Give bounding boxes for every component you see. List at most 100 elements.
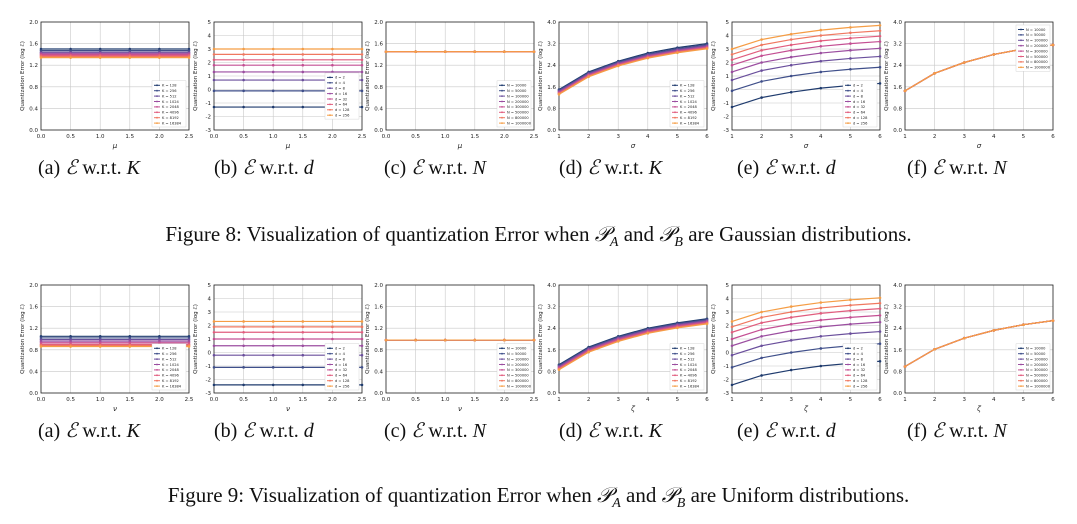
subcaption-variable: N	[993, 420, 1007, 442]
series-line	[731, 24, 881, 50]
y-tick-label: 2.4	[547, 326, 556, 332]
subcaption-variable: d	[825, 157, 836, 179]
data-point	[360, 70, 364, 74]
legend-marker	[1020, 28, 1022, 31]
x-tick-label: 3	[789, 134, 793, 140]
legend-marker	[1020, 50, 1022, 52]
y-tick-label: 0.8	[374, 85, 383, 91]
data-point	[301, 70, 305, 74]
data-point	[878, 29, 882, 33]
data-point	[789, 322, 793, 326]
legend-marker	[329, 98, 331, 100]
y-tick-label: 1	[208, 74, 212, 80]
legend-label: N = 50000	[507, 89, 527, 93]
subcaption-variable: K	[648, 157, 663, 179]
series-line	[731, 321, 881, 347]
legend-label: K = 256	[680, 89, 695, 93]
legend-marker	[1020, 39, 1022, 42]
subcaption-wrt: w.r.t.	[944, 157, 994, 179]
data-point	[760, 335, 763, 338]
data-point	[992, 53, 996, 56]
x-axis-label: μ	[285, 142, 291, 150]
data-point	[212, 89, 216, 93]
data-point	[878, 24, 882, 27]
x-tick-label: 1.5	[125, 397, 134, 403]
legend-marker	[1020, 385, 1022, 387]
data-point	[789, 90, 793, 94]
legend-marker	[329, 114, 331, 117]
legend-label: N = 300000	[1026, 49, 1048, 53]
y-tick-label: 5	[208, 20, 212, 26]
caption-subscript-b: B	[676, 496, 686, 512]
data-point	[271, 320, 275, 323]
x-axis-label: ζ	[803, 405, 809, 413]
y-tick-label: 1	[726, 337, 730, 343]
data-point	[360, 47, 364, 51]
legend-marker	[156, 106, 158, 108]
subcaption-label: (e)	[737, 420, 760, 442]
data-point	[242, 63, 245, 67]
y-tick-label: 3.2	[893, 42, 902, 48]
x-tick-label: 1	[557, 134, 561, 140]
data-point	[384, 338, 388, 342]
data-point	[1022, 323, 1025, 326]
data-point	[819, 86, 823, 90]
y-tick-label: 4	[726, 297, 730, 303]
x-tick-label: 1.5	[298, 397, 307, 403]
legend-marker	[329, 385, 331, 387]
subcaption-symbol: ℰ	[411, 418, 424, 442]
subcaption-variable: K	[126, 157, 140, 179]
y-tick-label: 0.4	[29, 106, 38, 112]
x-tick-label: 0.0	[210, 134, 219, 140]
x-tick-label: 3	[789, 397, 793, 403]
legend-marker	[847, 95, 849, 97]
subcaption-label: (c)	[384, 420, 407, 442]
chart-8d: 0.0 0.8 1.6 2.4 3.2 4.0 1 2 3 4 5 6 σ Quantization Er…	[535, 12, 713, 150]
y-tick-label: 2.0	[29, 20, 38, 26]
legend-marker	[501, 379, 503, 382]
legend-label: d = 2	[335, 347, 345, 351]
data-point	[789, 339, 793, 342]
y-tick-label: 2	[208, 324, 212, 330]
chart-9f-svg: 0.0 0.8 1.6 2.4 3.2 4.0 1 2 3 4 5 6 ζ Quantization Er…	[884, 283, 1055, 413]
legend-box	[324, 343, 360, 391]
x-tick-label: 1.5	[125, 134, 134, 140]
subcaption-9f: (f) ℰ w.r.t. N	[907, 418, 1007, 443]
data-point	[271, 70, 275, 74]
y-tick-label: 1.6	[893, 85, 902, 91]
data-point	[360, 78, 364, 82]
legend-marker	[674, 122, 676, 124]
series-line	[558, 45, 708, 93]
data-point	[301, 337, 305, 341]
legend-label: N = 1000000	[507, 384, 532, 388]
data-point	[903, 365, 907, 368]
y-tick-label: 3	[208, 310, 212, 316]
x-tick-label: 3	[962, 134, 966, 140]
data-point	[242, 53, 245, 56]
y-tick-label: 5	[208, 283, 212, 289]
x-tick-label: 1.5	[298, 134, 307, 140]
caption-subscript-b: B	[674, 235, 683, 251]
data-point	[587, 350, 590, 354]
legend-label: d = 4	[335, 81, 346, 85]
legend-marker	[674, 100, 676, 103]
subcaption-symbol: ℰ	[65, 155, 78, 179]
data-point	[212, 53, 216, 56]
data-point	[992, 329, 996, 332]
data-point	[301, 330, 305, 334]
legend-marker	[501, 369, 503, 371]
y-tick-label: 1	[726, 74, 730, 80]
data-point	[271, 89, 275, 93]
data-point	[414, 338, 417, 342]
data-point	[271, 330, 275, 334]
data-point	[789, 32, 793, 36]
chart-8b-svg: -3 -2 -1 0 1 2 3 4 5 0.0 0.5 1.0 1.5 2.0 2.5 μ Quantizat…	[193, 20, 367, 150]
legend-label: K = 512	[162, 94, 177, 98]
legend-marker	[329, 358, 331, 360]
legend-label: N = 500000	[1026, 374, 1048, 378]
chart-9d: 0.0 0.8 1.6 2.4 3.2 4.0 1 2 3 4 5 6 ζ Quantization Er…	[535, 275, 713, 413]
legend-marker	[1020, 379, 1022, 382]
data-point	[212, 330, 216, 334]
data-point	[503, 50, 506, 53]
data-point	[849, 26, 852, 29]
